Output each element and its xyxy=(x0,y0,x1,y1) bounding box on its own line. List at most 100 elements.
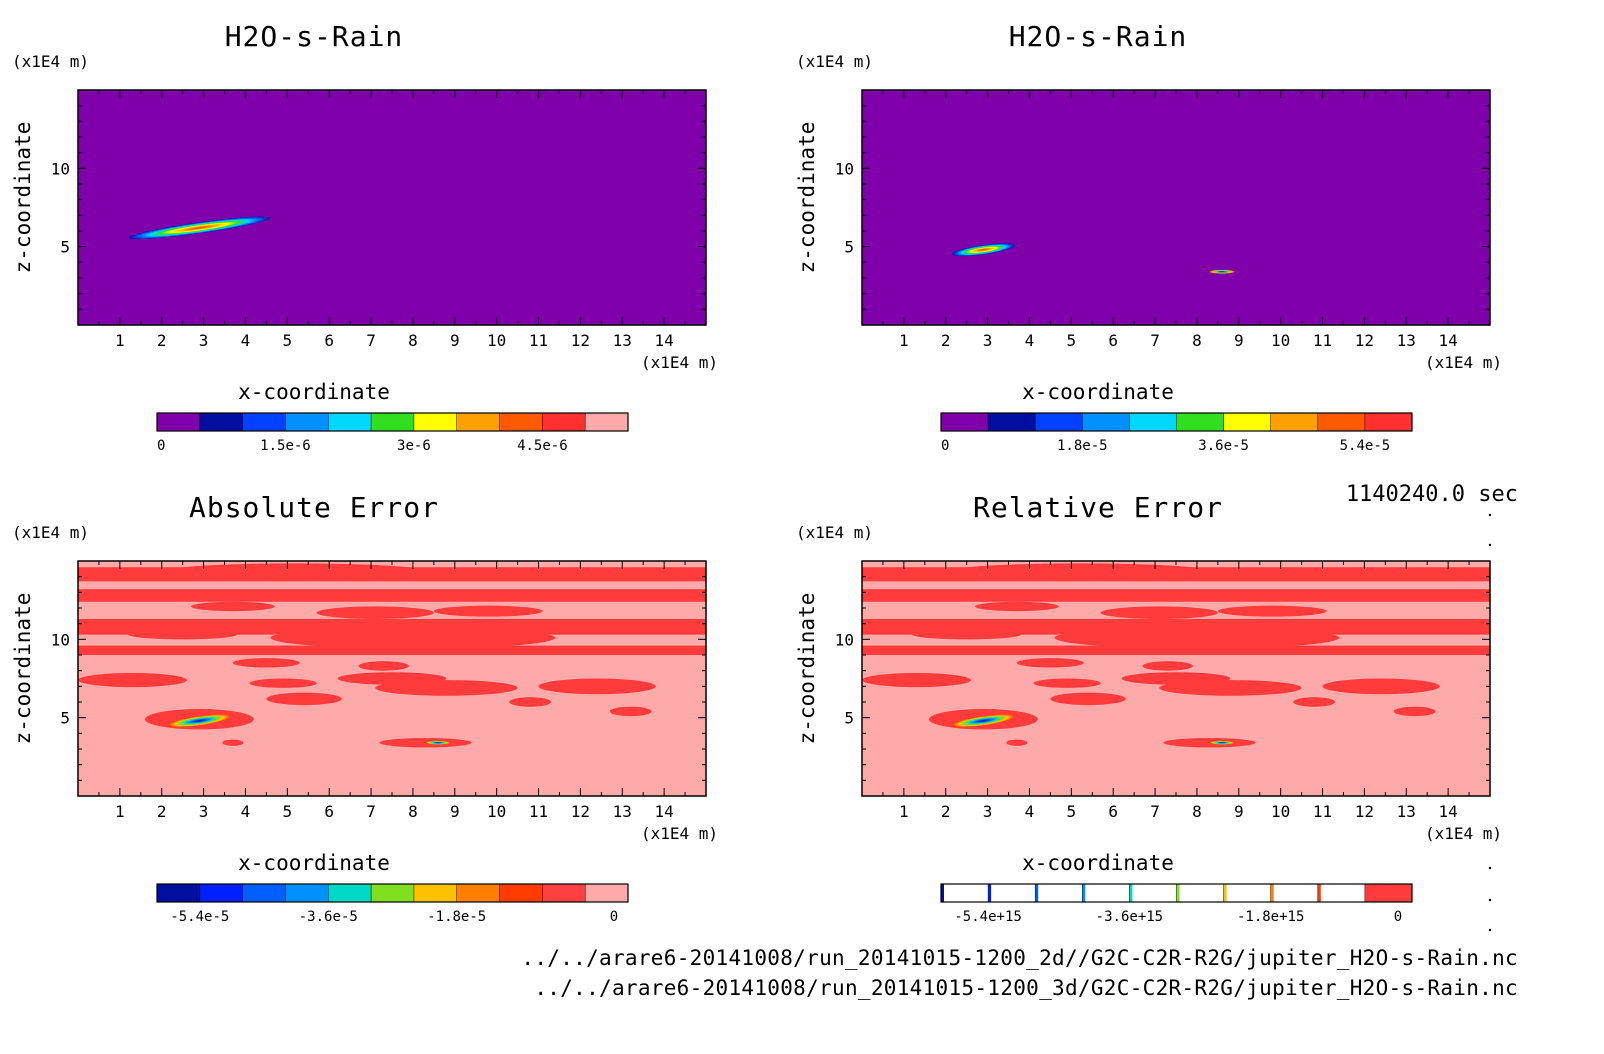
x-tick-label: 11 xyxy=(529,802,548,821)
x-tick-label: 4 xyxy=(241,331,251,350)
x-axis-label: x-coordinate xyxy=(1022,380,1174,404)
x-tick-label: 14 xyxy=(655,802,674,821)
x-tick-label: 9 xyxy=(1234,802,1244,821)
colorbar-segment xyxy=(988,413,1036,431)
x-tick-label: 12 xyxy=(571,802,590,821)
x-tick-label: 1 xyxy=(899,331,909,350)
colorbar-segment xyxy=(199,413,244,431)
error-patch xyxy=(1054,626,1340,649)
colorbar-tick-label: -3.6e-5 xyxy=(299,909,358,925)
colorbar-segment xyxy=(499,413,543,431)
x-unit-label: (x1E4 m) xyxy=(1425,353,1502,372)
x-tick-label: 10 xyxy=(487,331,506,350)
error-patch xyxy=(1016,658,1084,668)
error-band xyxy=(862,618,1490,635)
x-unit-label: (x1E4 m) xyxy=(1425,824,1502,843)
x-tick-label: 2 xyxy=(157,331,167,350)
x-tick-label: 7 xyxy=(366,802,376,821)
x-tick-label: 13 xyxy=(1397,802,1416,821)
z-unit-label: (x1E4 m) xyxy=(12,523,89,542)
plot-area xyxy=(78,90,706,325)
field-background xyxy=(78,90,706,325)
colorbar-segment xyxy=(1317,884,1321,902)
colorbar-segment xyxy=(941,884,1365,902)
error-patch xyxy=(1033,678,1101,688)
x-tick-label: 12 xyxy=(1355,802,1374,821)
z-unit-label: (x1E4 m) xyxy=(12,52,89,71)
panel-title: Relative Error xyxy=(973,491,1223,524)
field-feature xyxy=(952,714,1015,728)
colorbar-tick-label: 1.8e-5 xyxy=(1057,438,1108,454)
colorbar-segment xyxy=(413,413,458,431)
x-tick-label: 11 xyxy=(529,331,548,350)
colorbar-segment xyxy=(1129,413,1177,431)
colorbar-tick-label: 4.5e-6 xyxy=(517,438,568,454)
field-feature xyxy=(1209,740,1235,745)
plot-area xyxy=(862,90,1490,325)
x-tick-label: 2 xyxy=(941,802,951,821)
colorbar-tick-label: 3e-6 xyxy=(397,438,431,454)
error-patch xyxy=(509,697,552,707)
colorbar-tick-label: -1.8e-5 xyxy=(427,909,486,925)
x-tick-label: 2 xyxy=(941,331,951,350)
x-tick-label: 12 xyxy=(571,331,590,350)
colorbar-frame xyxy=(156,412,629,432)
y-tick-label: 5 xyxy=(844,238,854,257)
panel-p1: H2O-s-Rain(x1E4 m)1 2 3 4 5 6 7 8 9 10 11 12 13 14510… xyxy=(11,20,718,454)
x-axis-label: x-coordinate xyxy=(238,851,390,875)
colorbar-tick-label: 3.6e-5 xyxy=(1198,438,1249,454)
colorbar-segment xyxy=(242,884,286,902)
error-patch xyxy=(266,692,342,706)
margin-dot xyxy=(1488,513,1492,517)
x-tick-label: 1 xyxy=(115,802,125,821)
colorbar-segment xyxy=(1364,884,1412,902)
error-band xyxy=(78,618,706,635)
colorbar-frame xyxy=(156,883,629,903)
error-patch xyxy=(975,601,1059,612)
error-patch xyxy=(433,605,543,617)
colorbar-segment xyxy=(1082,413,1130,431)
panel-title: H2O-s-Rain xyxy=(225,20,404,53)
x-axis-label: x-coordinate xyxy=(238,380,390,404)
colorbar: -5.4e+15 -3.6e+15 -1.8e+15 0 xyxy=(940,883,1413,925)
x-tick-label: 13 xyxy=(1397,331,1416,350)
error-patch xyxy=(161,563,430,581)
x-unit-label: (x1E4 m) xyxy=(641,353,718,372)
colorbar-tick-label: 0 xyxy=(1394,909,1402,925)
y-tick-label: 5 xyxy=(60,238,70,257)
colorbar-tick-label: 0 xyxy=(941,438,949,454)
x-tick-label: 11 xyxy=(1313,331,1332,350)
colorbar-tick-label: 1.5e-6 xyxy=(260,438,311,454)
colorbar-tick-label: -3.6e+15 xyxy=(1096,909,1163,925)
x-tick-label: 5 xyxy=(283,331,293,350)
y-axis-label: z-coordinate xyxy=(11,122,35,274)
panel-p3: Absolute Error(x1E4 m)1 2 3 4 5 6 7 8 9 10 11 12 13 1… xyxy=(11,491,718,925)
colorbar-segment xyxy=(1270,413,1319,431)
error-patch xyxy=(912,629,1022,640)
error-patch xyxy=(1142,661,1193,671)
x-tick-label: 6 xyxy=(1108,331,1118,350)
colorbar-segment xyxy=(285,413,329,431)
colorbar-segment xyxy=(157,884,201,902)
x-tick-label: 10 xyxy=(487,802,506,821)
x-tick-label: 2 xyxy=(157,802,167,821)
x-axis-label: x-coordinate xyxy=(1022,851,1174,875)
x-tick-label: 8 xyxy=(1192,802,1202,821)
x-tick-label: 5 xyxy=(1067,331,1077,350)
colorbar-segment xyxy=(1317,413,1366,431)
colorbar-segment xyxy=(456,884,501,902)
simulation-time: 1140240.0 sec xyxy=(1345,482,1518,507)
colorbar-segment xyxy=(199,884,244,902)
colorbar-tick-label: -5.4e+15 xyxy=(954,909,1021,925)
x-tick-label: 3 xyxy=(983,802,993,821)
colorbar-frame xyxy=(940,883,1413,903)
z-unit-label: (x1E4 m) xyxy=(796,52,873,71)
x-tick-label: 6 xyxy=(324,802,334,821)
x-tick-label: 14 xyxy=(1439,802,1458,821)
x-tick-label: 10 xyxy=(1271,331,1290,350)
panel-title: Absolute Error xyxy=(189,491,439,524)
x-tick-label: 9 xyxy=(1234,331,1244,350)
error-patch xyxy=(945,563,1214,581)
margin-dot xyxy=(1488,898,1492,902)
colorbar-segment xyxy=(1035,413,1083,431)
